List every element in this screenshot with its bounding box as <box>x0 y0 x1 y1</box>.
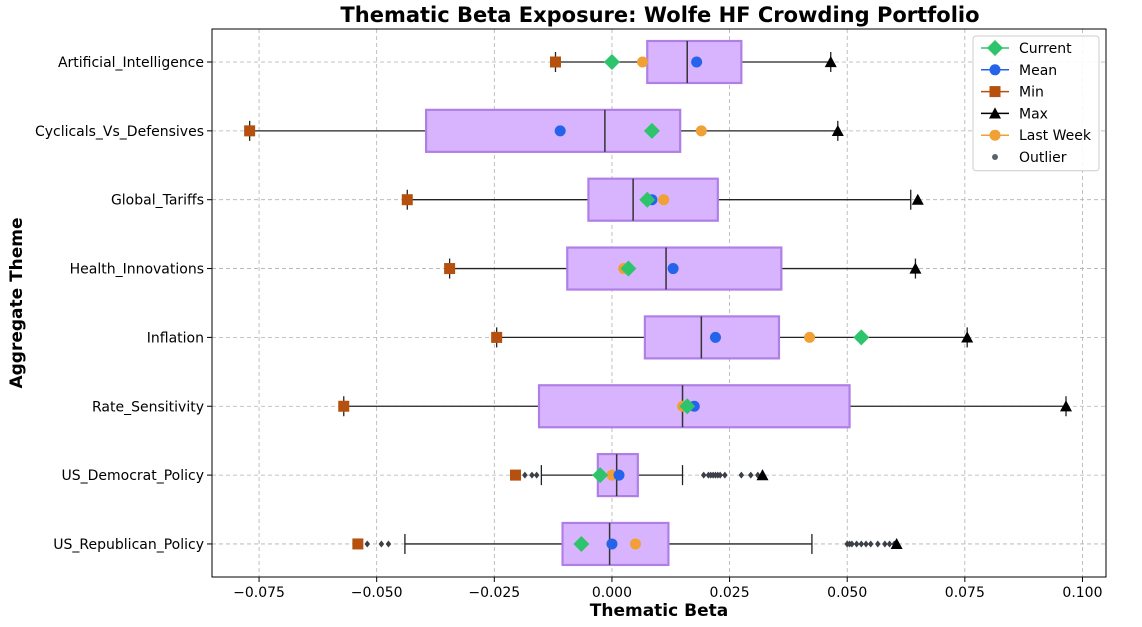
mean-marker <box>613 469 625 481</box>
last-week-marker <box>637 56 649 68</box>
legend-label: Mean <box>1019 63 1057 79</box>
max-marker <box>831 124 844 136</box>
outlier-point <box>364 540 371 548</box>
max-marker <box>824 56 837 68</box>
max-marker <box>961 331 974 343</box>
last-week-marker <box>695 125 707 137</box>
legend-item: Outlier <box>992 150 1067 166</box>
outlier-point <box>378 540 385 548</box>
outlier-point <box>853 540 860 548</box>
legend-item: Mean <box>981 63 1057 79</box>
min-marker <box>549 56 561 68</box>
chart-title: Thematic Beta Exposure: Wolfe HF Crowdin… <box>340 3 979 27</box>
legend-outlier-icon <box>992 154 998 160</box>
current-marker <box>620 260 637 277</box>
y-tick-label: US_Republican_Policy <box>53 537 204 553</box>
min-marker <box>244 125 256 137</box>
legend-item: Max <box>981 106 1048 122</box>
current-marker <box>603 54 620 70</box>
mean-marker <box>554 125 566 137</box>
legend-max-icon <box>989 107 1001 119</box>
legend-last_week-icon <box>989 129 1001 141</box>
legend-label: Outlier <box>1019 150 1067 166</box>
x-tick-label: −0.025 <box>468 585 520 601</box>
legend-label: Last Week <box>1019 128 1092 144</box>
outlier-point <box>849 540 855 548</box>
box-iqr <box>566 246 783 291</box>
plot-frame <box>211 28 1107 578</box>
outlier-point <box>385 540 392 548</box>
legend-item: Last Week <box>981 128 1092 144</box>
outlier-point <box>858 540 865 548</box>
outlier-point <box>738 471 745 479</box>
outlier-point <box>867 540 874 548</box>
legend-current-icon <box>987 40 1003 56</box>
x-tick-label: 0.100 <box>1062 585 1102 601</box>
legend-item: Current <box>981 40 1072 57</box>
legend-label: Current <box>1019 41 1072 57</box>
max-marker <box>1060 400 1073 412</box>
outlier-point <box>874 540 881 548</box>
mean-marker <box>691 56 703 68</box>
legend-min-icon <box>989 86 1001 98</box>
current-marker <box>639 191 656 208</box>
x-tick-label: 0.000 <box>592 585 632 601</box>
x-tick-label: −0.050 <box>351 585 403 601</box>
x-axis-label: Thematic Beta <box>590 601 728 621</box>
x-tick-label: −0.075 <box>233 585 285 601</box>
outlier-point <box>529 471 535 479</box>
min-marker <box>491 331 503 343</box>
legend-item: Min <box>981 85 1044 101</box>
max-marker <box>890 537 903 550</box>
x-tick-label: 0.075 <box>945 585 985 601</box>
outlier-point <box>863 540 869 548</box>
max-marker <box>911 193 924 205</box>
y-tick-label: Artificial_Intelligence <box>58 55 204 71</box>
y-tick-label: Inflation <box>147 330 204 346</box>
outlier-point <box>886 540 893 548</box>
mean-marker <box>709 331 721 343</box>
plot-layer <box>244 39 1073 567</box>
x-tick-label: 0.050 <box>827 585 867 601</box>
current-marker <box>573 535 590 552</box>
last-week-marker <box>629 538 641 550</box>
current-marker <box>592 467 609 484</box>
outlier-point <box>717 471 723 479</box>
mean-marker <box>606 538 618 550</box>
min-marker <box>338 400 350 412</box>
legend-label: Max <box>1019 106 1048 122</box>
y-tick-label: Rate_Sensitivity <box>92 399 204 415</box>
outlier-point <box>533 471 540 479</box>
legend: Current Mean Min Max Last Week Outlier <box>972 35 1100 172</box>
current-marker <box>643 122 660 139</box>
box-iqr <box>424 108 682 153</box>
mean-marker <box>667 263 679 275</box>
outlier-point <box>722 471 728 479</box>
min-marker <box>401 194 413 206</box>
box-iqr <box>643 315 781 360</box>
outlier-point <box>700 471 707 479</box>
y-tick-label: Health_Innovations <box>70 262 204 278</box>
y-tick-label: US_Democrat_Policy <box>61 468 204 484</box>
outlier-point <box>522 471 528 479</box>
y-axis-label: Aggregate Theme <box>7 217 27 388</box>
min-marker <box>444 263 456 275</box>
min-marker <box>352 538 364 550</box>
last-week-marker <box>658 194 670 206</box>
current-marker <box>853 329 870 346</box>
current-marker <box>679 398 696 415</box>
max-marker <box>909 262 922 274</box>
x-tick-label: 0.025 <box>710 585 750 601</box>
outlier-point <box>882 540 888 548</box>
axis-layer: −0.075 −0.050 −0.025 0.000 0.025 0.050 0.075 0.… <box>35 55 1103 601</box>
legend-mean-icon <box>989 64 1001 76</box>
y-tick-label: Global_Tariffs <box>111 193 204 209</box>
legend-label: Min <box>1019 85 1044 101</box>
max-marker <box>756 469 769 481</box>
last-week-marker <box>804 331 816 343</box>
outlier-point <box>747 471 754 479</box>
min-marker <box>509 469 521 481</box>
y-tick-label: Cyclicals_Vs_Defensives <box>35 124 204 140</box>
